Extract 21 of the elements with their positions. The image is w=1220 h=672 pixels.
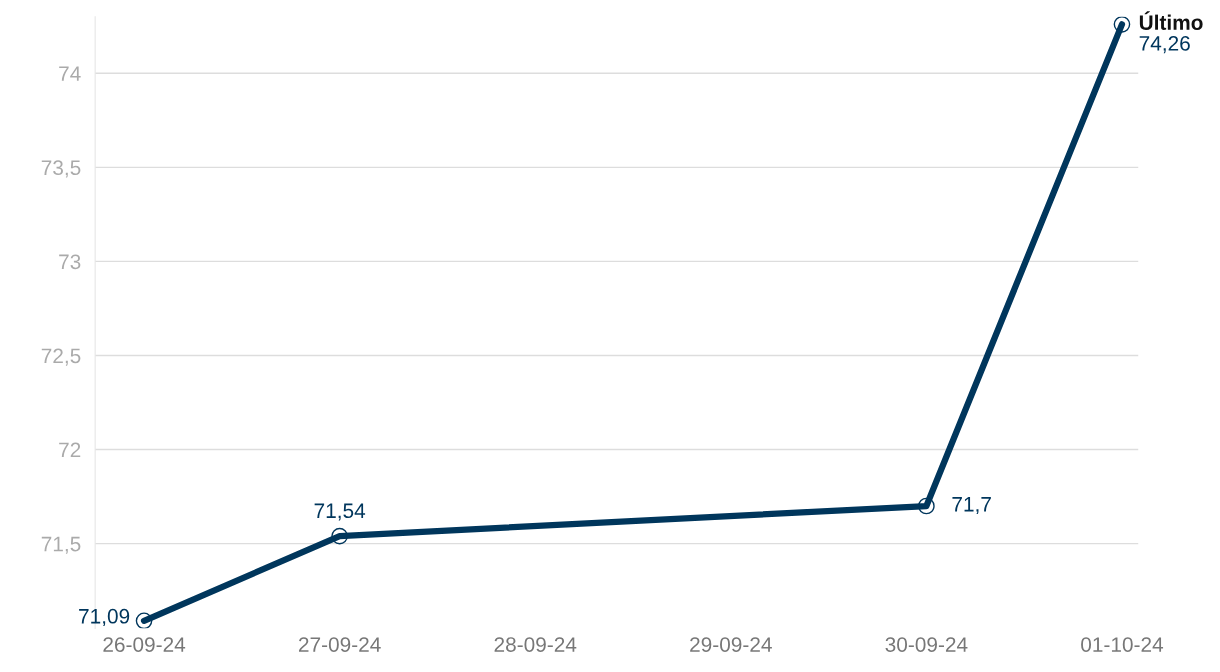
data-label: 74,26 bbox=[1139, 35, 1190, 54]
point bbox=[331, 527, 348, 545]
point bbox=[918, 497, 935, 515]
data-label: 71,09 bbox=[79, 608, 130, 627]
x-tick-label: 01-10-24 bbox=[1081, 637, 1164, 652]
y-tick-label: 73 bbox=[59, 254, 81, 270]
y-tick-label: 71,5 bbox=[41, 536, 81, 554]
x-tick-label: 30-09-24 bbox=[885, 637, 968, 652]
data-label: 71,7 bbox=[952, 497, 991, 515]
y-tick-label: 74 bbox=[59, 66, 81, 81]
y-tick-label: 72 bbox=[59, 442, 81, 458]
x-tick-label: 29-09-24 bbox=[690, 637, 772, 652]
x-tick-label: 27-09-24 bbox=[298, 637, 381, 652]
data-label: 71,54 bbox=[314, 503, 366, 521]
annotation: Último bbox=[1139, 11, 1203, 30]
y-tick-label: 73,5 bbox=[41, 160, 81, 178]
y-tick-label: 72,5 bbox=[41, 348, 81, 366]
point bbox=[135, 612, 153, 629]
x-tick-label: 28-09-24 bbox=[494, 637, 577, 652]
point bbox=[1113, 16, 1131, 33]
x-tick-label: 26-09-24 bbox=[103, 637, 186, 652]
